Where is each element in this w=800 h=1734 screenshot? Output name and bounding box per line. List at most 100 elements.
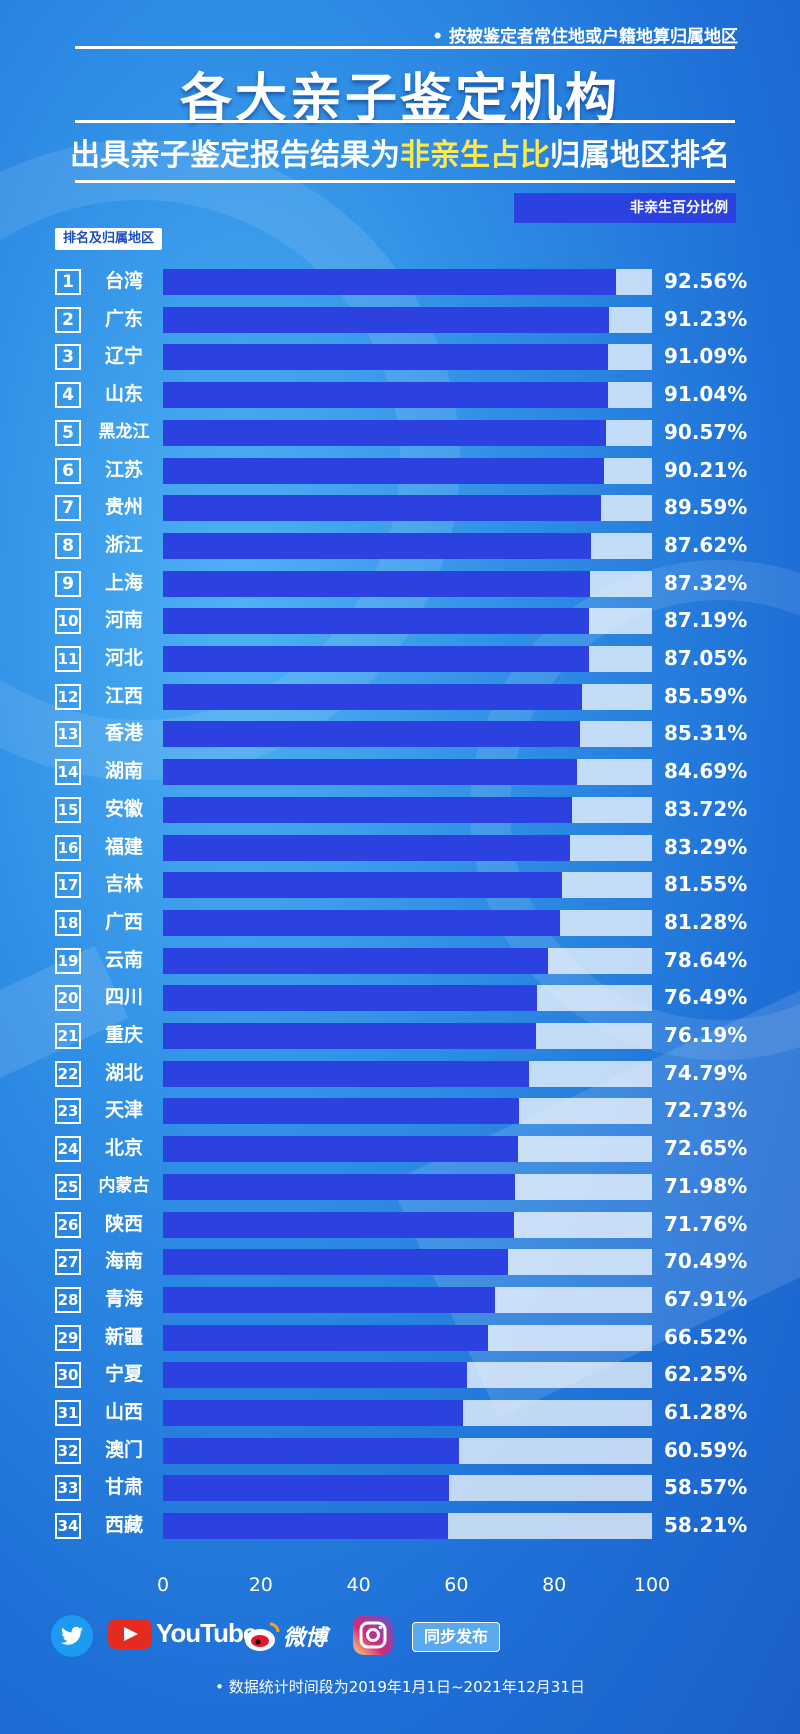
chart-row: 26 陕西 71.76% (0, 1209, 800, 1239)
bar (163, 1060, 529, 1087)
rank-badge: 21 (55, 1023, 81, 1049)
category-label: 重庆 (104, 1024, 143, 1046)
chart-row: 34 西藏 58.21% (0, 1510, 800, 1540)
data-label: 71.76% (664, 1211, 748, 1236)
data-label: 58.21% (664, 1513, 748, 1538)
bar (163, 269, 616, 295)
category-label: 西藏 (104, 1514, 143, 1537)
rank-badge: 10 (55, 608, 81, 635)
rank-badge: 13 (55, 721, 81, 748)
data-label: 85.31% (664, 721, 748, 746)
data-label: 76.49% (664, 985, 748, 1010)
category-label: 香港 (104, 722, 143, 745)
data-label: 87.32% (664, 570, 748, 595)
data-label: 87.19% (664, 608, 748, 633)
category-label: 安徽 (104, 797, 143, 820)
category-label: 河南 (104, 609, 143, 632)
data-label: 66.52% (664, 1324, 748, 1349)
page-title: 各大亲子鉴定机构 (179, 69, 620, 129)
rank-badge: 9 (55, 570, 81, 597)
bar (163, 608, 590, 635)
chart-row: 20 四川 76.49% (0, 982, 800, 1012)
bar (163, 1400, 463, 1426)
rank-badge: 25 (55, 1173, 81, 1200)
bar (163, 721, 581, 748)
chart-row: 21 重庆 76.19% (0, 1020, 800, 1050)
bar (163, 796, 573, 823)
chart-row: 18 广西 81.28% (0, 907, 800, 937)
data-label: 89.59% (664, 495, 748, 520)
instagram-icon (353, 1615, 393, 1655)
chart-row: 15 安徽 83.72% (0, 794, 800, 824)
chart-row: 28 青海 67.91% (0, 1284, 800, 1314)
data-label: 91.23% (664, 306, 748, 331)
bar (163, 495, 602, 522)
data-period-footnote: • 数据统计时间段为2019年1月1日~2021年12月31日 (215, 1678, 585, 1696)
bar (163, 1475, 450, 1502)
rank-badge: 12 (55, 683, 81, 710)
category-label: 福建 (104, 835, 143, 858)
category-label: 内蒙古 (98, 1175, 150, 1196)
sync-publish-badge: 同步发布 (412, 1622, 500, 1652)
bar (163, 834, 571, 861)
chart-row: 16 福建 83.29% (0, 832, 800, 862)
category-label: 吉林 (104, 873, 143, 896)
chart-row: 25 内蒙古 71.98% (0, 1171, 800, 1201)
rank-badge: 15 (55, 796, 81, 823)
rank-badge: 26 (55, 1211, 81, 1238)
data-label: 84.69% (664, 759, 748, 784)
chart-row: 24 北京 72.65% (0, 1133, 800, 1163)
bar (163, 1362, 468, 1389)
bar (163, 1249, 508, 1276)
bar (163, 344, 609, 371)
x-tick-label: 100 (633, 1574, 671, 1596)
category-label: 江苏 (104, 458, 143, 481)
data-label: 58.57% (664, 1475, 748, 1500)
rank-badge: 8 (55, 532, 81, 559)
category-label: 宁夏 (104, 1363, 143, 1386)
bar (163, 1324, 489, 1351)
bar (163, 872, 562, 899)
bar (163, 382, 609, 409)
twitter-icon (51, 1615, 93, 1657)
chart-row: 13 香港 85.31% (0, 718, 800, 748)
category-label: 山西 (104, 1401, 143, 1423)
category-label: 湖北 (104, 1061, 143, 1084)
rank-badge: 23 (55, 1098, 81, 1125)
data-label: 74.79% (664, 1060, 748, 1085)
data-label: 81.55% (664, 872, 748, 897)
subtitle-highlight: 非亲生占比 (400, 138, 550, 173)
chart-row: 14 湖南 84.69% (0, 756, 800, 786)
x-tick-label: 20 (248, 1574, 273, 1596)
chart-row: 33 甘肃 58.57% (0, 1472, 800, 1502)
rank-badge: 4 (55, 382, 81, 409)
rank-badge: 22 (55, 1060, 81, 1087)
category-label: 湖南 (104, 760, 143, 783)
social-bar: YouTube 微博 同步发布 (0, 1614, 800, 1658)
x-tick-label: 60 (444, 1574, 469, 1596)
rank-badge: 5 (55, 419, 81, 446)
chart-row: 29 新疆 66.52% (0, 1322, 800, 1352)
rank-badge: 7 (55, 495, 81, 522)
chart-row: 1 台湾 92.56% (0, 266, 800, 296)
category-label: 澳门 (104, 1438, 143, 1461)
chart-row: 10 河南 87.19% (0, 605, 800, 635)
chart-row: 7 贵州 89.59% (0, 492, 800, 522)
bar (163, 1098, 519, 1125)
x-tick-label: 80 (542, 1574, 567, 1596)
bar (163, 759, 578, 786)
bar (163, 1437, 460, 1464)
legend: 非亲生百分比例 (514, 193, 736, 223)
bar (163, 683, 582, 710)
data-label: 60.59% (664, 1437, 748, 1462)
weibo-label: 微博 (283, 1626, 328, 1651)
data-label: 72.73% (664, 1098, 748, 1123)
rank-badge: 1 (55, 269, 81, 295)
chart-row: 23 天津 72.73% (0, 1095, 800, 1125)
region-note: • 按被鉴定者常住地或户籍地算归属地区 (432, 27, 738, 47)
category-label: 黑龙江 (98, 421, 150, 442)
rank-badge: 29 (55, 1324, 81, 1351)
chart-row: 6 江苏 90.21% (0, 455, 800, 485)
bar (163, 532, 592, 559)
chart-row: 19 云南 78.64% (0, 945, 800, 975)
